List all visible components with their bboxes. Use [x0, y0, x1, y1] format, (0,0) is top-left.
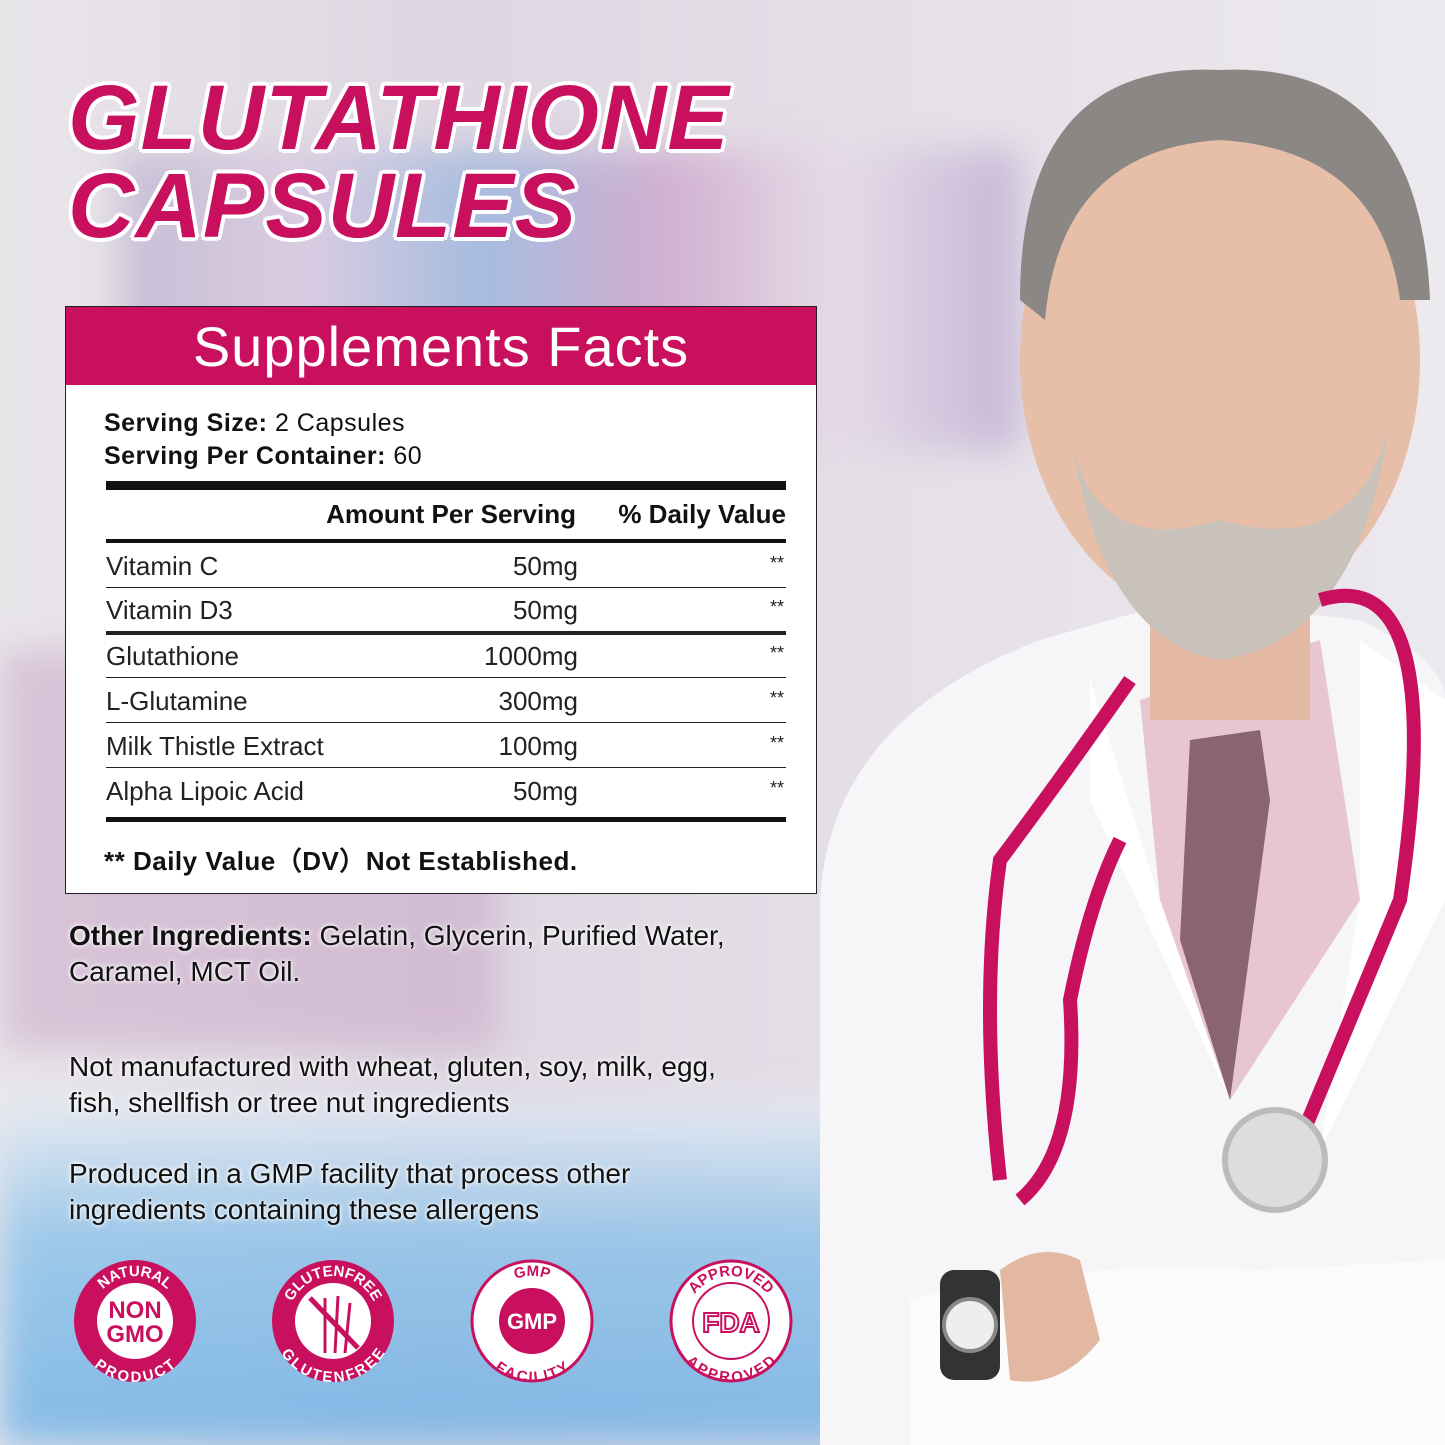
serving-size: Serving Size: 2 Capsules: [104, 409, 405, 438]
nutrient-name: L-Glutamine: [106, 686, 248, 716]
allergen-line2: fish, shellfish or tree nut ingredients: [69, 1087, 510, 1118]
nutrient-row: Vitamin D3 50mg **: [106, 587, 786, 635]
divider: [106, 539, 786, 543]
nutrient-amount: 50mg: [512, 551, 578, 581]
allergen-line1: Not manufactured with wheat, gluten, soy…: [69, 1051, 716, 1082]
other-ingredients-line2: Caramel, MCT Oil.: [69, 956, 301, 987]
nutrient-dv: **: [769, 597, 784, 617]
gmp-line1: Produced in a GMP facility that process …: [69, 1158, 631, 1189]
serving-size-value: 2 Capsules: [274, 409, 406, 437]
nutrient-dv: **: [769, 643, 784, 663]
nutrient-row: Vitamin C 50mg **: [106, 543, 786, 588]
gmp-statement: Produced in a GMP facility that process …: [69, 1156, 630, 1228]
doctor-photo: [820, 69, 1445, 1445]
badge-center-text: GMP: [507, 1309, 557, 1334]
servings-per-container: Serving Per Container: 60: [104, 442, 422, 471]
nutrient-name: Glutathione: [106, 641, 239, 671]
product-title-line1: GLUTATHIONE: [68, 67, 730, 169]
gmp-line2: ingredients containing these allergens: [69, 1194, 540, 1225]
divider-thick: [106, 481, 786, 490]
nutrient-amount: 50mg: [512, 595, 578, 625]
nutrient-amount: 50mg: [512, 776, 578, 806]
svg-text:GMP: GMP: [512, 1263, 552, 1283]
product-title-line2: CAPSULES: [68, 155, 577, 257]
servings-label: Serving Per Container:: [104, 442, 386, 470]
supplement-facts-panel: Supplements Facts Serving Size: 2 Capsul…: [65, 306, 817, 894]
col-amount-header: Amount Per Serving: [326, 499, 576, 529]
nutrient-row: Glutathione 1000mg **: [106, 633, 786, 678]
nutrient-amount: 100mg: [498, 731, 579, 761]
nutrient-row: L-Glutamine 300mg **: [106, 678, 786, 723]
other-ingredients: Other Ingredients: Gelatin, Glycerin, Pu…: [69, 918, 725, 990]
badge-center-text: GMO: [106, 1321, 163, 1348]
nutrient-name: Vitamin D3: [106, 595, 233, 625]
other-ingredients-label: Other Ingredients:: [69, 920, 312, 951]
nutrient-name: Milk Thistle Extract: [106, 731, 324, 761]
badge-top-text: GMP: [512, 1263, 552, 1283]
nutrient-dv: **: [769, 553, 784, 573]
nutrient-amount: 300mg: [498, 686, 579, 716]
nutrient-name: Alpha Lipoic Acid: [106, 776, 305, 806]
servings-value: 60: [393, 442, 423, 470]
supplement-facts-heading: Supplements Facts: [66, 307, 816, 385]
dv-footnote: ** Daily Value（DV）Not Established.: [104, 846, 578, 876]
badge-center-text: NON: [108, 1297, 161, 1324]
badge-center-text: FDA: [702, 1307, 760, 1338]
wheat-icon: [308, 1295, 360, 1354]
nutrient-row: Milk Thistle Extract 100mg **: [106, 723, 786, 768]
serving-size-label: Serving Size:: [104, 409, 268, 437]
allergen-statement: Not manufactured with wheat, gluten, soy…: [69, 1049, 716, 1121]
col-dv-header: % Daily Value: [618, 499, 786, 529]
divider: [106, 817, 786, 822]
other-ingredients-line1: Gelatin, Glycerin, Purified Water,: [311, 920, 725, 951]
nutrient-name: Vitamin C: [106, 551, 219, 581]
nutrient-amount: 1000mg: [484, 641, 578, 671]
nutrient-dv: **: [769, 733, 784, 753]
nutrient-dv: **: [769, 778, 784, 798]
nutrient-dv: **: [769, 688, 784, 708]
nutrient-row: Alpha Lipoic Acid 50mg **: [106, 768, 786, 812]
